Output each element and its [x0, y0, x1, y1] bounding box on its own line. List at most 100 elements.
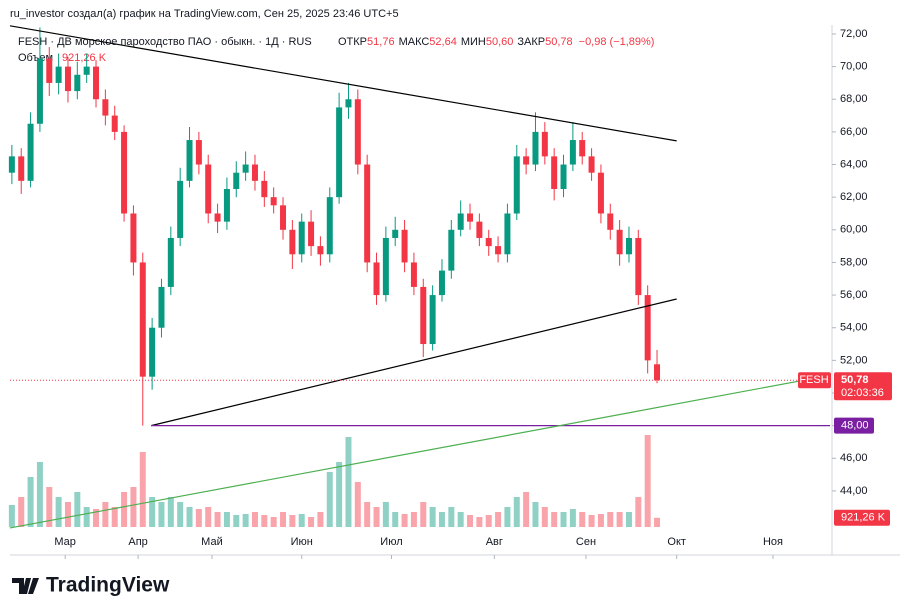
candle-body [345, 99, 352, 108]
candle-body [74, 74, 81, 92]
volume-bar [270, 517, 277, 527]
price-tag [834, 372, 892, 401]
volume-bar [467, 515, 474, 527]
price-tag-text: 50,78 [841, 374, 869, 386]
volume-bar [223, 512, 230, 527]
candle-body [597, 172, 604, 214]
x-tick-label: Апр [128, 536, 147, 548]
candle-body [485, 237, 492, 247]
y-tick-label: 54,00 [840, 322, 868, 334]
y-tick-label: 62,00 [840, 191, 868, 203]
volume-bar [289, 515, 296, 527]
volume-bar [420, 502, 427, 527]
symbol-tag [798, 372, 831, 389]
volume-bar [8, 505, 15, 527]
volume-bar [326, 472, 333, 527]
candle-body [130, 213, 137, 263]
volume-bar [373, 507, 380, 527]
volume-bar [560, 512, 567, 527]
volume-bar [261, 515, 268, 527]
candle-body [18, 156, 25, 181]
x-tick-label: Авг [486, 536, 503, 548]
x-tick-label: Июн [291, 536, 313, 548]
candle-body [336, 107, 343, 198]
candle-body [579, 140, 586, 157]
volume-legend-label: Объем [18, 52, 53, 64]
volume-bar [139, 452, 146, 527]
y-tick-label: 70,00 [840, 61, 868, 73]
candle-body [167, 237, 174, 287]
trend-line [9, 380, 801, 529]
candle-body [177, 180, 184, 238]
candle-body [495, 246, 502, 255]
ohlc-legend: ОТКР 51,76 МАКС 52,64 МИН 50,60 ЗАКР 50,78 −0,98… [338, 36, 654, 48]
volume-bar [635, 497, 642, 527]
candle-body [569, 140, 576, 165]
volume-bar [233, 515, 240, 527]
candle-body [251, 164, 258, 181]
volume-bar [476, 517, 483, 527]
y-tick-label: 46,00 [840, 452, 868, 464]
candle-body [111, 115, 118, 132]
candle-body [317, 246, 324, 255]
y-tick-label: 58,00 [840, 256, 868, 268]
candle-body [588, 156, 595, 173]
volume-bar [579, 512, 586, 527]
volume-bar [177, 502, 184, 527]
level-tag-text: 48,00 [841, 420, 869, 432]
volume-bar [364, 502, 371, 527]
volume-tag [834, 509, 890, 526]
volume-bar [532, 502, 539, 527]
volume-bar [46, 487, 53, 527]
candle-body [420, 286, 427, 345]
volume-bar [242, 514, 249, 527]
candle-body [298, 221, 305, 255]
candle-body [382, 237, 389, 296]
candle-body [392, 229, 399, 238]
volume-bar [74, 492, 81, 527]
volume-bar [18, 497, 25, 527]
volume-bar [149, 497, 156, 527]
volume-bar [504, 507, 511, 527]
candle-body [158, 286, 165, 328]
y-tick-label: 56,00 [840, 289, 868, 301]
candle-body [308, 221, 315, 247]
candle-body [223, 189, 230, 222]
ohlc-label: ОТКР [338, 36, 367, 48]
ohlc-label: МАКС [399, 36, 430, 48]
volume-bar [27, 477, 34, 527]
candle-body [261, 180, 268, 198]
candle-body [83, 66, 90, 75]
y-tick-label: 44,00 [840, 485, 868, 497]
candle-body [654, 364, 661, 381]
y-tick-label: 72,00 [840, 28, 868, 40]
candle-body [289, 229, 296, 255]
volume-bar [167, 497, 174, 527]
candle-body [214, 213, 221, 222]
volume-bar [102, 502, 109, 527]
candle-body [93, 66, 100, 100]
volume-bar [336, 462, 343, 527]
candle-body [326, 197, 333, 255]
candle-body [139, 262, 146, 377]
trend-line [9, 25, 677, 142]
volume-bar [485, 515, 492, 527]
volume-bar [121, 492, 128, 527]
volume-bar [354, 482, 361, 527]
candle-body [438, 270, 445, 296]
countdown: 02:03:36 [841, 387, 884, 399]
x-tick-label: Май [201, 536, 223, 548]
volume-bar [298, 514, 305, 527]
candle-body [364, 164, 371, 263]
volume-bar [597, 514, 604, 527]
volume-bar [93, 509, 100, 527]
candle-body [532, 131, 539, 165]
candle-body [233, 172, 240, 190]
volume-bar [523, 492, 530, 527]
ohlc-value: 50,60 [486, 36, 514, 48]
candle-body [149, 327, 156, 377]
attribution: ru_investor создал(а) график на TradingV… [10, 8, 399, 20]
x-tick-label: Ноя [763, 536, 783, 548]
volume-bar [551, 512, 558, 527]
candle-body [195, 140, 202, 165]
